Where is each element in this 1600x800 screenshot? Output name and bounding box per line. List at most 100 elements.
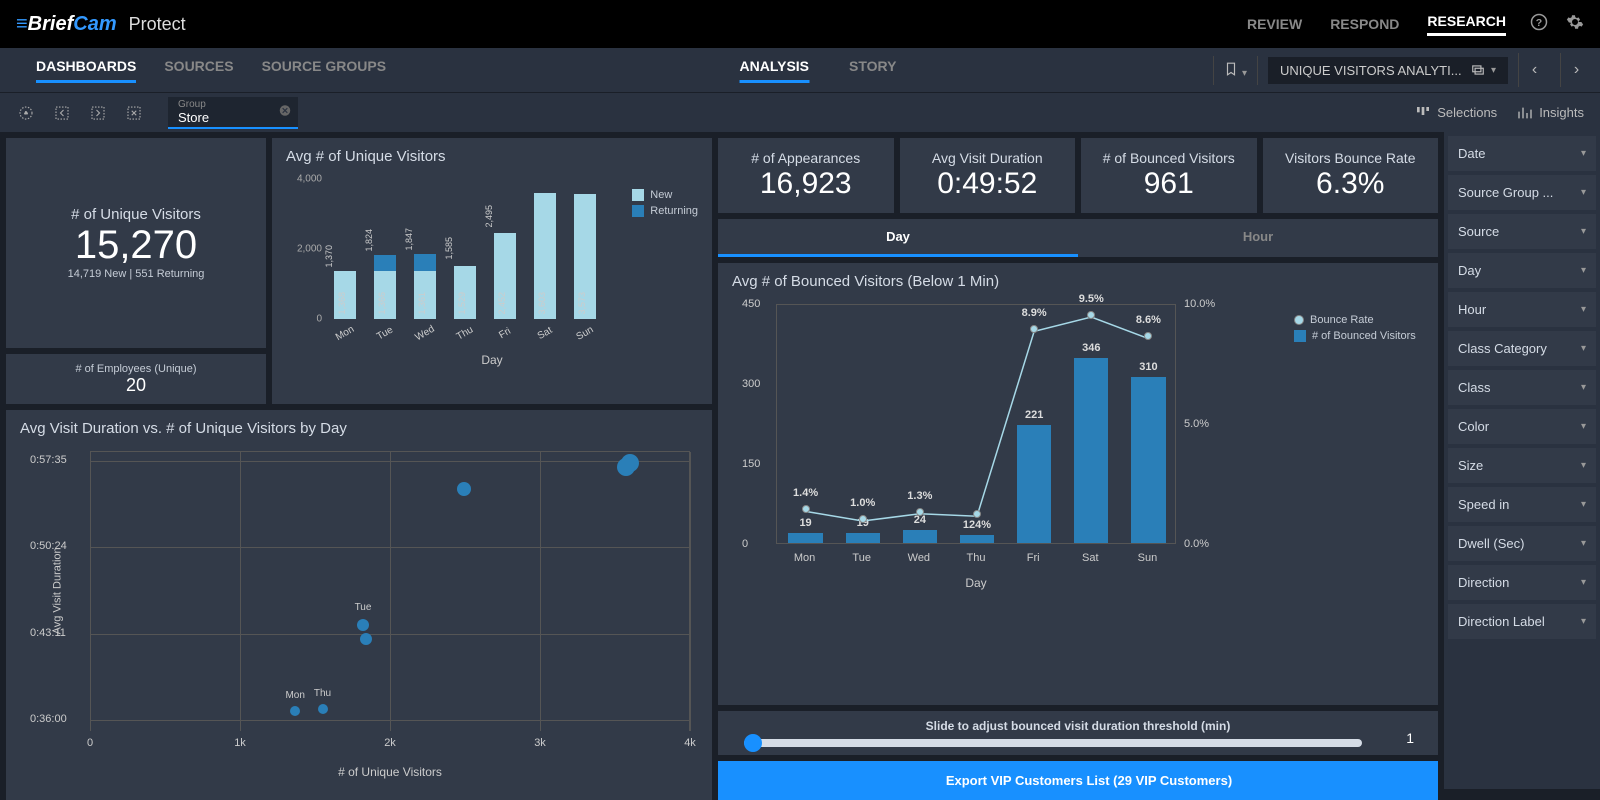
chip-value: Store [178, 110, 288, 125]
bar-returning[interactable] [374, 255, 396, 271]
bar-chart-panel: Avg # of Unique Visitors 02,0004,000 1,3… [272, 138, 712, 404]
bookmark-button[interactable]: ▾ [1213, 56, 1258, 85]
slider-panel: Slide to adjust bounced visit duration t… [718, 711, 1438, 755]
scatter-point[interactable] [457, 482, 471, 496]
next-dashboard-button[interactable]: › [1560, 53, 1592, 87]
filter-hour[interactable]: Hour▾ [1448, 292, 1596, 327]
combo-point[interactable] [1030, 325, 1038, 333]
combo-point[interactable] [1144, 332, 1152, 340]
chevron-down-icon: ▾ [1581, 187, 1586, 198]
chevron-down-icon: ▾ [1581, 382, 1586, 393]
filter-chip-group[interactable]: Group Store [168, 97, 298, 129]
combo-point[interactable] [916, 508, 924, 516]
scatter-point[interactable] [617, 458, 635, 476]
export-label: Export VIP Customers List (29 VIP Custom… [946, 773, 1232, 788]
logo: ≡BriefCam Protect [16, 13, 186, 36]
step-forward-icon[interactable] [82, 99, 114, 127]
chip-close-icon[interactable] [278, 103, 292, 120]
scatter-point[interactable] [318, 704, 328, 714]
bar-returning[interactable] [414, 254, 436, 271]
filter-date[interactable]: Date▾ [1448, 136, 1596, 171]
filter-dwell-sec-[interactable]: Dwell (Sec)▾ [1448, 526, 1596, 561]
main-area: # of Unique Visitors 15,270 14,719 New |… [0, 132, 1600, 789]
chevron-down-icon: ▾ [1581, 421, 1586, 432]
slider-value: 1 [1406, 730, 1414, 746]
chevron-down-icon: ▾ [1581, 616, 1586, 627]
filter-class[interactable]: Class▾ [1448, 370, 1596, 405]
filter-direction[interactable]: Direction▾ [1448, 565, 1596, 600]
lasso-select-icon[interactable] [10, 99, 42, 127]
top-nav-respond[interactable]: RESPOND [1330, 16, 1399, 32]
svg-text:?: ? [1536, 16, 1542, 28]
chevron-down-icon: ▾ [1581, 460, 1586, 471]
kpi-value: 6.3% [1316, 167, 1384, 201]
filter-sidebar: Date▾ Source Group ...▾ Source▾ Day▾ Hour▾ Cl… [1444, 132, 1600, 789]
filter-source-group-[interactable]: Source Group ...▾ [1448, 175, 1596, 210]
prev-dashboard-button[interactable]: ‹ [1518, 53, 1550, 87]
kpi-employees: # of Employees (Unique) 20 [6, 354, 266, 404]
slider-track[interactable] [744, 739, 1362, 747]
chart-title: Avg # of Unique Visitors [286, 148, 698, 165]
chevron-down-icon: ▾ [1581, 148, 1586, 159]
kpi-subtitle: 14,719 New | 551 Returning [68, 268, 205, 280]
bar-chart: 02,0004,000 1,368 1,370 Mon 1,366 1,824 … [286, 169, 698, 369]
scatter-panel: Avg Visit Duration vs. # of Unique Visit… [6, 410, 712, 800]
tab-story[interactable]: STORY [849, 58, 896, 83]
tab-dashboards[interactable]: DASHBOARDS [36, 58, 136, 83]
scatter-chart: MonThuTue0:36:000:43:110:50:240:57:3501k… [20, 441, 698, 781]
filter-class-category[interactable]: Class Category▾ [1448, 331, 1596, 366]
filter-source[interactable]: Source▾ [1448, 214, 1596, 249]
bounced-chart-panel: Avg # of Bounced Visitors (Below 1 Min) … [718, 263, 1438, 705]
gear-icon[interactable] [1566, 13, 1584, 36]
step-back-icon[interactable] [46, 99, 78, 127]
tab-sources[interactable]: SOURCES [164, 58, 233, 83]
top-nav-research[interactable]: RESEARCH [1427, 13, 1506, 36]
filter-color[interactable]: Color▾ [1448, 409, 1596, 444]
tab-day[interactable]: Day [718, 219, 1078, 257]
filter-direction-label[interactable]: Direction Label▾ [1448, 604, 1596, 639]
kpi-value: 961 [1144, 167, 1194, 201]
dashboard-name: UNIQUE VISITORS ANALYTI... [1280, 63, 1462, 78]
chevron-down-icon: ▾ [1581, 304, 1586, 315]
kpi-value: 20 [126, 375, 146, 396]
top-nav-review[interactable]: REVIEW [1247, 16, 1302, 32]
selections-button[interactable]: Selections [1415, 105, 1497, 121]
dashboard-selector[interactable]: UNIQUE VISITORS ANALYTI... ▾ [1268, 57, 1508, 84]
filter-day[interactable]: Day▾ [1448, 253, 1596, 288]
slider-thumb[interactable] [744, 734, 762, 752]
scatter-point[interactable] [290, 706, 300, 716]
combo-point[interactable] [973, 510, 981, 518]
chart-title: Avg Visit Duration vs. # of Unique Visit… [20, 420, 698, 437]
second-bar: DASHBOARDS SOURCES SOURCE GROUPS ANALYSIS S… [0, 48, 1600, 92]
kpi-title: Avg Visit Duration [932, 150, 1043, 167]
top-bar: ≡BriefCam Protect REVIEWRESPONDRESEARCH … [0, 0, 1600, 48]
chevron-down-icon: ▾ [1581, 499, 1586, 510]
combo-chart: 191924124%2213463101.4%1.0%1.3%8.9%9.5%8… [732, 294, 1424, 594]
kpi-title: # of Unique Visitors [71, 206, 201, 223]
kpi-unique-visitors: # of Unique Visitors 15,270 14,719 New |… [6, 138, 266, 348]
kpi-value: 0:49:52 [937, 167, 1037, 201]
help-icon[interactable]: ? [1530, 13, 1548, 36]
kpi-cell: Avg Visit Duration0:49:52 [900, 138, 1076, 213]
scatter-point[interactable] [360, 633, 372, 645]
filter-size[interactable]: Size▾ [1448, 448, 1596, 483]
kpi-title: # of Appearances [751, 150, 860, 167]
chevron-down-icon: ▾ [1581, 577, 1586, 588]
combo-point[interactable] [802, 505, 810, 513]
combo-point[interactable] [859, 515, 867, 523]
clear-selection-icon[interactable] [118, 99, 150, 127]
insights-button[interactable]: Insights [1517, 105, 1584, 121]
combo-point[interactable] [1087, 311, 1095, 319]
chevron-down-icon: ▾ [1581, 265, 1586, 276]
kpi-cell: # of Bounced Visitors961 [1081, 138, 1257, 213]
tab-analysis[interactable]: ANALYSIS [740, 58, 810, 83]
filter-speed-in[interactable]: Speed in▾ [1448, 487, 1596, 522]
tab-source-groups[interactable]: SOURCE GROUPS [262, 58, 386, 83]
kpi-title: Visitors Bounce Rate [1285, 150, 1415, 167]
chart-title: Avg # of Bounced Visitors (Below 1 Min) [732, 273, 1424, 290]
scatter-point[interactable] [357, 619, 369, 631]
export-vip-button[interactable]: Export VIP Customers List (29 VIP Custom… [718, 761, 1438, 800]
chevron-down-icon: ▾ [1581, 226, 1586, 237]
tab-hour[interactable]: Hour [1078, 219, 1438, 257]
day-hour-tabs: DayHour [718, 219, 1438, 257]
